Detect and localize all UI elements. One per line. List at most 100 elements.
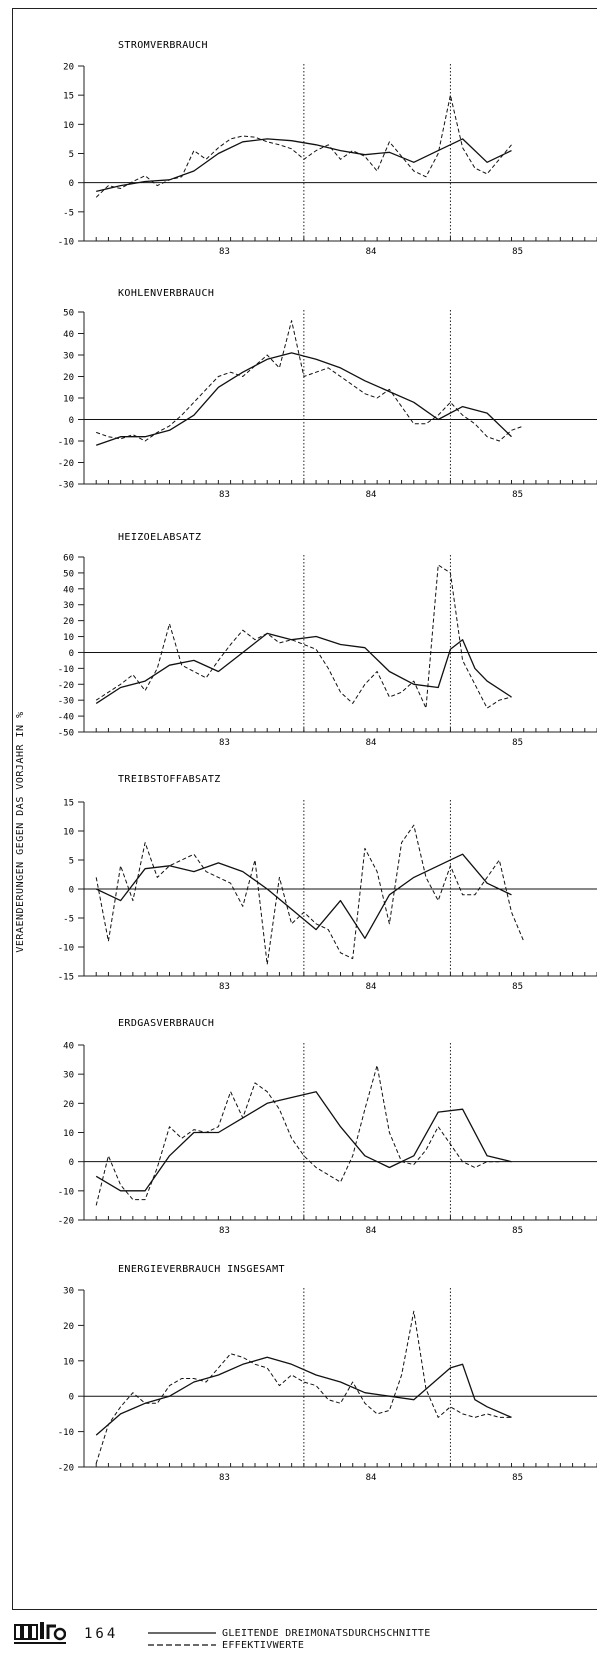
y-tick-label: -20 [58,1464,74,1474]
y-tick-label: -10 [58,1428,74,1438]
x-tick-label: 84 [366,1226,377,1236]
y-tick-label: 60 [63,554,74,564]
chart-title: ERDGASVERBRAUCH [118,1018,214,1029]
y-tick-label: -10 [58,944,74,954]
chart-panel-6: ENERGIEVERBRAUCH INSGESAMT 30 20 10 0 -10 -20 8… [58,1264,597,1483]
legend-label: GLEITENDE DREIMONATSDURCHSCHNITTE [222,1628,431,1639]
y-tick-label: 20 [63,1100,74,1110]
y-tick-label: -30 [58,697,74,707]
y-tick-label: 40 [63,1042,74,1052]
y-tick-label: 15 [63,92,74,102]
y-tick-label: 10 [63,395,74,405]
page-top-rule [12,8,597,9]
x-tick-label: 85 [512,1473,523,1483]
y-tick-label: 10 [63,1357,74,1367]
y-tick-label: 30 [63,1287,74,1297]
y-tick-label: 0 [69,886,74,896]
x-tick-label: 85 [512,1226,523,1236]
chart-panel-5: ERDGASVERBRAUCH 40 30 20 10 0 -10 -20 83 84 85 [58,1018,597,1236]
chart-panel-4: TREIBSTOFFABSATZ 15 10 5 0 -5 -10 -15 83 84 85 [58,774,597,992]
chart-title: KOHLENVERBRAUCH [118,288,214,299]
series-line-moving-average [95,632,512,704]
x-tick-label: 83 [219,490,230,500]
page-number: 164 [84,1626,119,1642]
chart-title: ENERGIEVERBRAUCH INSGESAMT [118,1264,285,1275]
series-line-actual-values [95,564,512,709]
y-tick-label: -20 [58,681,74,691]
x-tick-label: 84 [366,1473,377,1483]
y-tick-label: -40 [58,713,74,723]
y-tick-label: -5 [63,915,74,925]
x-tick-label: 84 [366,738,377,748]
y-tick-label: -5 [63,208,74,218]
series-line-actual-values [96,320,524,442]
y-tick-label: 40 [63,585,74,595]
chart-panel-3: HEIZOELABSATZ 60 50 40 30 20 10 0 -10 -20 -30 -40 -5… [58,532,597,748]
y-tick-label: 30 [63,601,74,611]
page-bottom-rule [12,1609,597,1610]
y-tick-label: 5 [69,857,74,867]
y-tick-label: 50 [63,309,74,319]
x-tick-label: 84 [366,490,377,500]
page-left-rule [12,8,13,1610]
x-tick-label: 83 [219,1473,230,1483]
x-tick-label: 83 [219,247,230,257]
y-tick-label: -10 [58,438,74,448]
y-tick-label: 20 [63,373,74,383]
series-line-actual-values [95,1064,500,1206]
y-tick-label: 30 [63,1071,74,1081]
y-tick-label: 10 [63,828,74,838]
x-tick-label: 84 [366,247,377,257]
series-line-moving-average [95,853,512,939]
y-tick-label: -20 [58,1217,74,1227]
y-tick-label: -10 [58,238,74,248]
y-tick-label: 5 [69,150,74,160]
y-tick-label: 30 [63,352,74,362]
x-tick-label: 84 [366,982,377,992]
series-line-actual-values [95,1310,512,1464]
chart-panel-1: STROMVERBRAUCH 20 15 10 5 0 -5 -10 83 84 85 [58,40,597,257]
x-tick-label: 85 [512,982,523,992]
y-tick-label: 0 [69,649,74,659]
y-tick-label: 10 [63,1129,74,1139]
y-tick-label: -15 [58,973,74,983]
y-tick-label: -10 [58,1187,74,1197]
x-tick-label: 85 [512,247,523,257]
legend-solid-swatch [148,1632,216,1634]
y-tick-label: -10 [58,665,74,675]
series-line-moving-average [95,352,512,446]
y-tick-label: 10 [63,121,74,131]
y-tick-label: -50 [58,729,74,739]
series-line-actual-values [95,824,525,965]
x-tick-label: 85 [512,490,523,500]
legend-dashed-swatch [148,1644,216,1646]
y-tick-label: 0 [69,416,74,426]
y-tick-label: 20 [63,1322,74,1332]
y-tick-label: 0 [69,1158,74,1168]
x-tick-label: 83 [219,982,230,992]
legend-item-moving-average: GLEITENDE DREIMONATSDURCHSCHNITTE [148,1628,431,1639]
y-tick-label: 20 [63,617,74,627]
y-tick-label: 50 [63,569,74,579]
chart-title: HEIZOELABSATZ [118,532,201,543]
y-tick-label: 15 [63,799,74,809]
y-tick-label: 20 [63,63,74,73]
y-tick-label: 0 [69,179,74,189]
series-line-moving-average [95,1356,512,1436]
series-line-actual-values [95,94,512,198]
x-tick-label: 83 [219,738,230,748]
chart-title: TREIBSTOFFABSATZ [118,774,221,785]
y-tick-label: -20 [58,459,74,469]
legend-label: EFFEKTIVWERTE [222,1640,305,1651]
x-tick-label: 83 [219,1226,230,1236]
y-tick-label: 0 [69,1393,74,1403]
series-line-moving-average [96,138,512,193]
wifo-logo [14,1622,66,1644]
series-line-moving-average [95,1091,512,1192]
x-tick-label: 85 [512,738,523,748]
y-tick-label: 40 [63,330,74,340]
chart-panel-2: KOHLENVERBRAUCH 50 40 30 20 10 0 -10 -20 -30 83 84 8… [58,288,597,500]
y-tick-label: 10 [63,633,74,643]
